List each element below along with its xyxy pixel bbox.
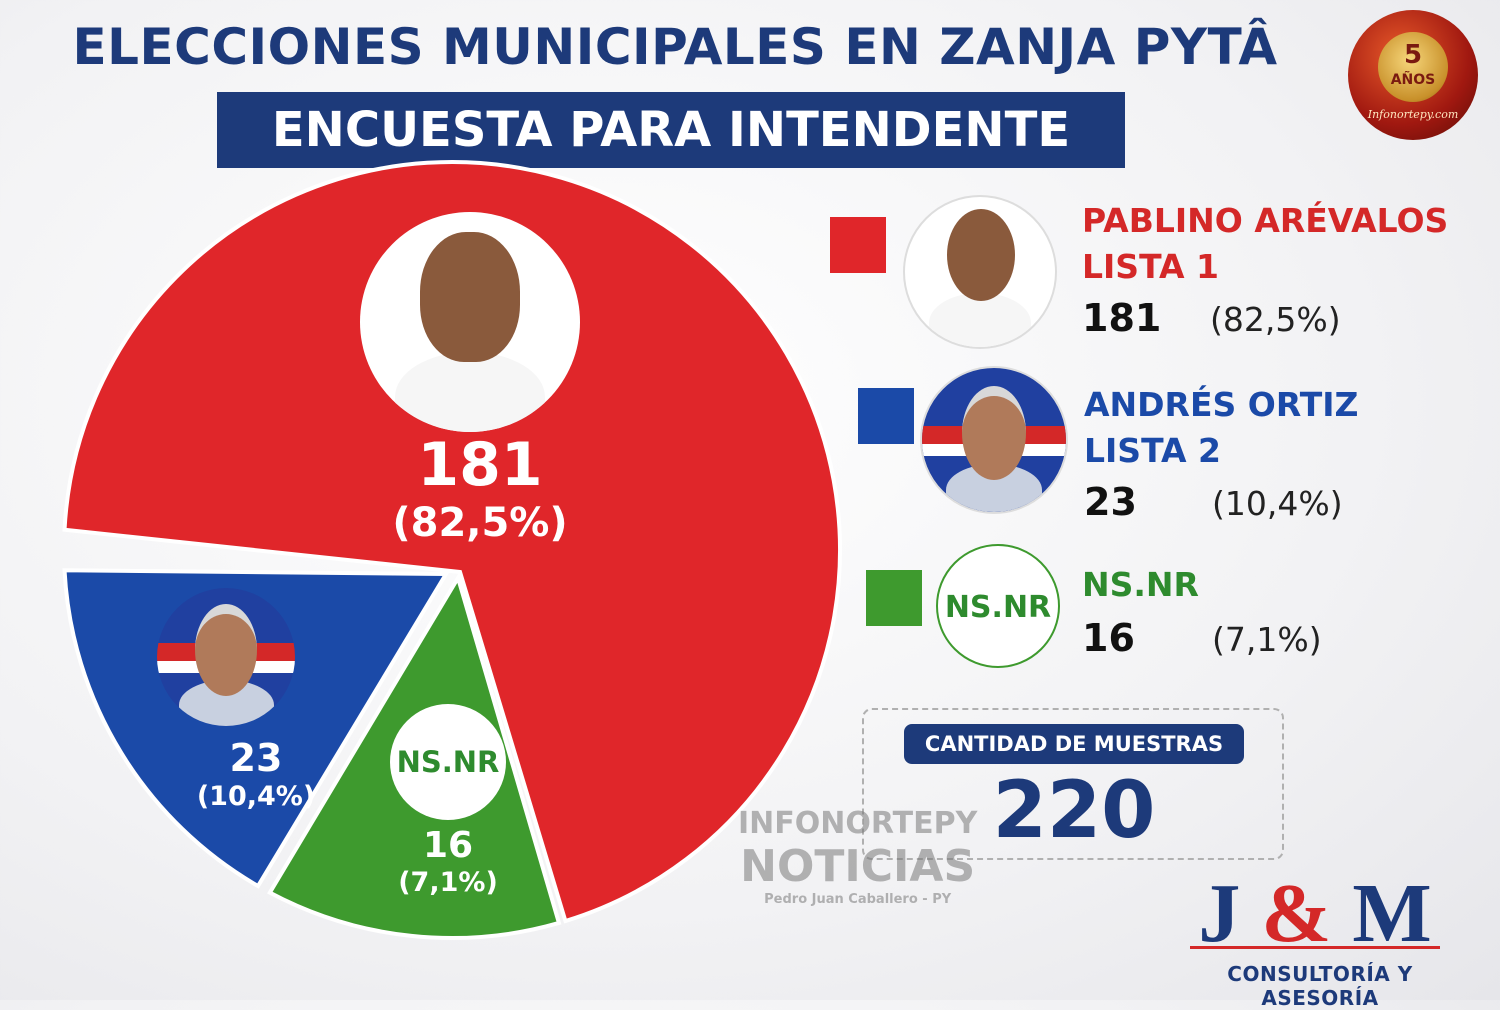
brand-underline xyxy=(1190,946,1440,949)
pie-pct-nsnr: (7,1%) xyxy=(398,867,498,898)
pie-label-pablino: 181 (82,5%) xyxy=(380,430,580,546)
page-subtitle: ENCUESTA PARA INTENDENTE xyxy=(217,92,1125,168)
legend-swatch-nsnr xyxy=(866,570,922,626)
legend-count-pablino: 181 xyxy=(1082,296,1162,340)
pie-value-pablino: 181 xyxy=(417,430,543,500)
legend-list-andres: LISTA 2 xyxy=(1084,431,1222,470)
nsnr-badge-legend: NS.NR xyxy=(936,544,1060,668)
andres-photo-legend xyxy=(920,366,1068,514)
watermark-line2: NOTICIAS xyxy=(740,841,976,892)
pie-slice-pablino xyxy=(62,160,842,924)
andres-photo-pie xyxy=(157,588,295,726)
legend-name-pablino: PABLINO ARÉVALOS LISTA 1 xyxy=(1082,198,1448,290)
samples-label: CANTIDAD DE MUESTRAS xyxy=(904,724,1244,764)
nsnr-badge-pie: NS.NR xyxy=(390,704,506,820)
brand-m: M xyxy=(1352,867,1432,960)
legend-name-nsnr: NS.NR xyxy=(1082,565,1199,604)
legend-swatch-pablino xyxy=(830,217,886,273)
legend-count-nsnr: 16 xyxy=(1082,616,1135,660)
pablino-photo-pie xyxy=(360,212,580,432)
page-title: ELECCIONES MUNICIPALES EN ZANJA PYTÂ xyxy=(72,18,1278,76)
legend-count-andres: 23 xyxy=(1084,480,1137,524)
brand-amp: & xyxy=(1261,867,1332,960)
pablino-photo-legend xyxy=(903,195,1057,349)
legend-pct-andres: (10,4%) xyxy=(1212,484,1343,523)
badge-site: Infonortepy.com xyxy=(1367,108,1459,121)
legend-list-pablino: LISTA 1 xyxy=(1082,247,1220,286)
samples-box xyxy=(862,708,1284,860)
pie-label-andres: 23 (10,4%) xyxy=(156,736,356,814)
pie-value-andres: 23 xyxy=(229,736,283,780)
badge-medal: 5 AÑOS xyxy=(1378,32,1448,102)
watermark: INFONORTEPY NOTICIAS Pedro Juan Caballer… xyxy=(738,806,977,907)
watermark-line1: INFONORTEPY xyxy=(738,806,978,841)
pie-pct-pablino: (82,5%) xyxy=(392,500,568,546)
legend-pct-nsnr: (7,1%) xyxy=(1212,620,1322,659)
pie-value-nsnr: 16 xyxy=(422,825,474,866)
legend-swatch-andres xyxy=(858,388,914,444)
legend-name-pablino-text: PABLINO ARÉVALOS xyxy=(1082,201,1449,240)
brand-tagline: CONSULTORÍA Y ASESORÍA xyxy=(1227,962,1413,1010)
watermark-line3: Pedro Juan Caballero - PY xyxy=(764,892,952,907)
brand-logo: J & M xyxy=(1190,872,1440,956)
pie-label-nsnr: 16 (7,1%) xyxy=(348,826,548,900)
legend-name-andres-text: ANDRÉS ORTIZ xyxy=(1084,385,1359,424)
legend-pct-pablino: (82,5%) xyxy=(1210,300,1341,339)
badge-number: 5 xyxy=(1403,40,1423,70)
samples-value: 220 xyxy=(992,766,1156,856)
legend-name-andres: ANDRÉS ORTIZ LISTA 2 xyxy=(1084,382,1358,474)
brand-j: J xyxy=(1198,867,1241,960)
anniversary-badge: 5 AÑOS Infonortepy.com xyxy=(1348,10,1478,140)
badge-word: AÑOS xyxy=(1390,72,1436,88)
pie-pct-andres: (10,4%) xyxy=(196,781,316,812)
